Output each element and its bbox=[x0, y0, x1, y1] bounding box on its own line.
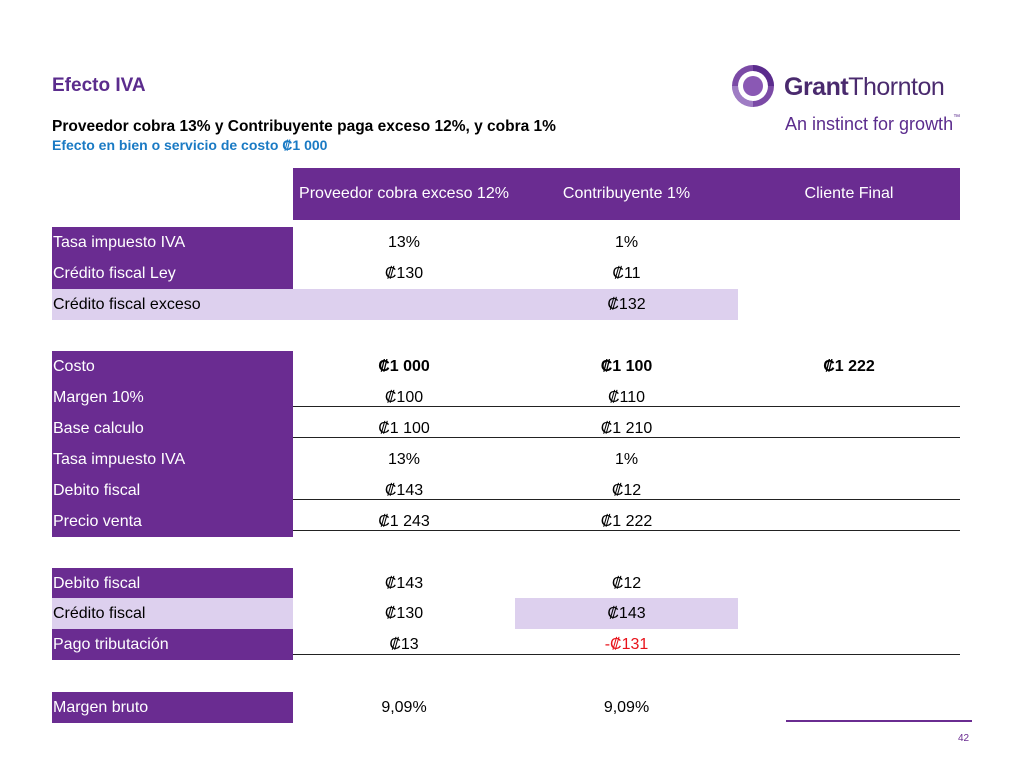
row-label: Pago tributación bbox=[52, 629, 293, 660]
table-cell bbox=[293, 289, 515, 320]
table-cell: ₡1 210 bbox=[600, 419, 653, 437]
footer-rule bbox=[786, 720, 972, 722]
column-header-contribuyente: Contribuyente 1% bbox=[515, 168, 738, 220]
row-label: Tasa impuesto IVA bbox=[52, 227, 293, 258]
table-cell: ₡12 bbox=[611, 574, 642, 592]
table-cell: 9,09% bbox=[603, 698, 650, 716]
row-divider bbox=[293, 437, 960, 438]
table-cell: ₡1 222 bbox=[600, 512, 653, 530]
logo-wordmark: GrantThornton bbox=[784, 73, 945, 101]
slide-subtitle: Proveedor cobra 13% y Contribuyente paga… bbox=[52, 118, 556, 135]
row-divider bbox=[293, 406, 960, 407]
table-cell: ₡1 100 bbox=[600, 357, 653, 375]
table-cell: ₡130 bbox=[384, 604, 424, 622]
table-cell: ₡13 bbox=[389, 635, 419, 653]
row-label: Crédito fiscal bbox=[52, 598, 293, 629]
row-divider bbox=[293, 530, 960, 531]
table-cell: -₡131 bbox=[604, 635, 649, 653]
row-label: Debito fiscal bbox=[52, 568, 293, 599]
slide-subtitle-secondary: Efecto en bien o servicio de costo ₡1 00… bbox=[52, 137, 328, 153]
table-cell: 9,09% bbox=[381, 698, 427, 716]
row-label: Tasa impuesto IVA bbox=[52, 444, 293, 475]
table-cell: ₡1 243 bbox=[378, 512, 430, 530]
page-title: Efecto IVA bbox=[52, 75, 146, 96]
table-cell: 13% bbox=[387, 233, 421, 251]
table-cell: ₡1 222 bbox=[823, 357, 875, 375]
row-label: Margen bruto bbox=[52, 692, 293, 723]
table-cell: ₡12 bbox=[611, 481, 642, 499]
page-number: 42 bbox=[958, 733, 970, 744]
table-cell: ₡132 bbox=[515, 289, 738, 320]
table-cell: ₡130 bbox=[384, 264, 424, 282]
row-label: Costo bbox=[52, 351, 293, 382]
row-label: Crédito fiscal exceso bbox=[52, 289, 293, 320]
row-label: Margen 10% bbox=[52, 382, 293, 413]
table-cell: ₡1 000 bbox=[378, 357, 430, 375]
table-cell: ₡11 bbox=[612, 264, 641, 282]
row-label: Debito fiscal bbox=[52, 475, 293, 506]
row-label: Precio venta bbox=[52, 506, 293, 537]
logo-tagline: An instinct for growth™ bbox=[785, 114, 961, 134]
column-header-cliente-final: Cliente Final bbox=[738, 168, 960, 220]
grant-thornton-logo: GrantThornton An instinct for growth™ bbox=[731, 64, 961, 144]
table-cell: ₡143 bbox=[384, 481, 424, 499]
table-cell: ₡143 bbox=[515, 598, 738, 629]
table-cell: 13% bbox=[387, 450, 421, 468]
table-cell: 1% bbox=[614, 233, 639, 251]
row-divider bbox=[293, 499, 960, 500]
row-divider bbox=[293, 654, 960, 655]
table-cell: ₡143 bbox=[384, 574, 424, 592]
grant-thornton-mark-icon bbox=[732, 65, 774, 107]
table-cell: 1% bbox=[614, 450, 639, 468]
row-label: Base calculo bbox=[52, 413, 293, 444]
table-cell: ₡110 bbox=[607, 388, 646, 406]
row-label: Crédito fiscal Ley bbox=[52, 258, 293, 289]
table-cell: ₡1 100 bbox=[378, 419, 430, 437]
column-header-proveedor: Proveedor cobra exceso 12% bbox=[293, 168, 515, 220]
table-cell: ₡100 bbox=[384, 388, 424, 406]
